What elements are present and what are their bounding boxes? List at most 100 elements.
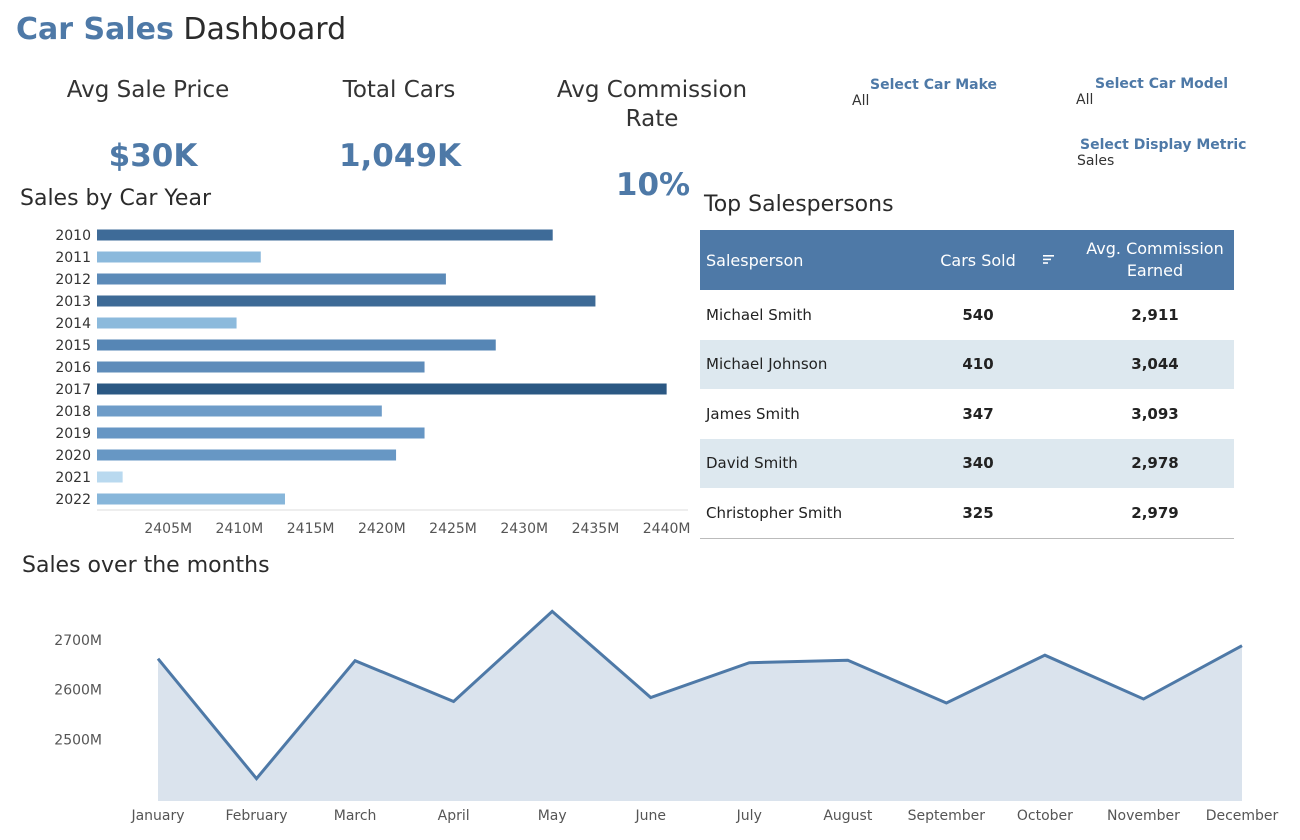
cars-sold: 340 <box>914 438 1042 488</box>
filter-car-model-value[interactable]: All <box>1076 92 1094 108</box>
filter-car-make[interactable]: Select Car Make All <box>852 77 997 109</box>
bar <box>97 383 667 395</box>
table-row[interactable]: Michael Smith 540 2,911 <box>700 290 1234 340</box>
area-x-tick-label: April <box>438 808 470 824</box>
bar-category-label: 2021 <box>55 470 91 486</box>
column-header-salesperson[interactable]: Salesperson <box>700 230 914 290</box>
column-header-cars-sold-label: Cars Sold <box>940 250 1016 270</box>
kpi-avg-commission-value: 10% <box>615 167 691 203</box>
area-x-tick-label: August <box>823 808 873 824</box>
bar-category-label: 2017 <box>55 382 91 398</box>
bar-category-label: 2018 <box>55 404 91 420</box>
area-x-tick-label: October <box>1017 808 1073 824</box>
bar-x-tick-label: 2415M <box>287 521 335 537</box>
area-x-tick-label: March <box>334 808 377 824</box>
area-y-tick-label: 2600M <box>54 683 102 699</box>
bar-category-label: 2022 <box>55 492 91 508</box>
cars-sold: 540 <box>962 305 994 324</box>
kpi-total-cars-label: Total Cars <box>342 77 456 103</box>
spacer-cell <box>1042 389 1076 439</box>
area-chart-title: Sales over the months <box>22 553 270 578</box>
filter-display-metric-label: Select Display Metric <box>1080 137 1247 153</box>
area-series-line <box>156 609 1243 781</box>
column-header-avg-commission-label: Avg. Commission Earned <box>1086 239 1224 280</box>
filter-car-model[interactable]: Select Car Model All <box>1076 76 1228 108</box>
area-x-tick-label: February <box>226 808 288 824</box>
area-x-tick-label: May <box>538 808 567 824</box>
area-y-tick-label: 2700M <box>54 633 102 649</box>
filter-car-make-value[interactable]: All <box>852 93 870 109</box>
kpi-avg-sale-price-label: Avg Sale Price <box>66 77 230 103</box>
bar <box>97 339 496 351</box>
filter-display-metric[interactable]: Select Display Metric Sales <box>1077 137 1246 169</box>
column-header-salesperson-label: Salesperson <box>706 250 804 270</box>
bar-x-tick-label: 2420M <box>358 521 406 537</box>
bar-x-tick-label: 2425M <box>429 521 477 537</box>
bar <box>97 229 553 241</box>
bar-category-label: 2011 <box>55 250 91 266</box>
bar <box>97 317 237 329</box>
filter-car-model-label: Select Car Model <box>1095 76 1229 92</box>
area-x-tick-label: January <box>130 808 184 824</box>
area-x-tick-label: November <box>1107 808 1180 824</box>
sort-button[interactable] <box>1042 230 1076 290</box>
area-fill <box>158 611 1242 801</box>
kpi-avg-commission-label: Avg Commission Rate <box>556 77 748 132</box>
bar-category-label: 2016 <box>55 360 91 376</box>
avg-commission: 3,093 <box>1131 404 1179 423</box>
bar-category-label: 2013 <box>55 294 91 310</box>
bar <box>97 361 425 373</box>
bar-x-tick-label: 2440M <box>643 521 691 537</box>
filter-display-metric-value[interactable]: Sales <box>1077 153 1115 169</box>
bar-x-tick-label: 2430M <box>500 521 548 537</box>
salespersons-table-wrap: Salesperson Cars Sold Avg. Commission Ea… <box>700 230 1234 539</box>
salesperson-name: David Smith <box>700 438 914 488</box>
bar-chart: 2010 2011 2012 2013 2014 2015 2016 2017 2018 2019… <box>55 228 691 537</box>
spacer-cell <box>1042 438 1076 488</box>
page-title-highlight: Car Sales <box>16 12 174 47</box>
table-row[interactable]: James Smith 347 3,093 <box>700 389 1234 439</box>
bar <box>97 405 382 417</box>
cars-sold: 325 <box>914 488 1042 539</box>
bar-x-tick-label: 2435M <box>572 521 620 537</box>
avg-commission: 2,979 <box>1076 488 1234 539</box>
bar-category-label: 2020 <box>55 448 91 464</box>
column-header-avg-commission[interactable]: Avg. Commission Earned <box>1076 230 1234 290</box>
bar-category-label: 2010 <box>55 228 91 244</box>
page-title: Car Sales Dashboard <box>16 12 346 47</box>
kpi-avg-sale-price-value: $30K <box>108 138 198 174</box>
kpi-total-cars-value: 1,049K <box>338 138 462 174</box>
avg-commission: 2,978 <box>1076 438 1234 488</box>
area-x-tick-label: December <box>1206 808 1279 824</box>
salespersons-title: Top Salespersons <box>704 192 894 217</box>
table-row[interactable]: Christopher Smith 325 2,979 <box>700 488 1234 539</box>
salesperson-name: Michael Johnson <box>700 339 914 389</box>
cars-sold: 347 <box>962 404 994 423</box>
bar <box>97 295 596 307</box>
area-y-tick-label: 2500M <box>54 732 102 748</box>
column-header-cars-sold[interactable]: Cars Sold <box>914 230 1042 290</box>
salesperson-name: Christopher Smith <box>700 488 914 539</box>
cars-sold: 410 <box>914 339 1042 389</box>
table-row[interactable]: David Smith 340 2,978 <box>700 438 1234 488</box>
avg-commission: 3,044 <box>1076 339 1234 389</box>
spacer-cell <box>1042 339 1076 389</box>
area-x-tick-label: September <box>908 808 986 824</box>
bar-x-tick-label: 2405M <box>144 521 192 537</box>
table-row[interactable]: Michael Johnson 410 3,044 <box>700 339 1234 389</box>
bar <box>97 471 123 483</box>
bar-chart-title-text: Sales by Car Year <box>20 186 211 211</box>
salesperson-name: James Smith <box>706 404 800 423</box>
bar-category-label: 2012 <box>55 272 91 288</box>
bar-category-label: 2015 <box>55 338 91 354</box>
salesperson-name: Michael Smith <box>706 305 812 324</box>
spacer-cell <box>1042 290 1076 340</box>
bar <box>97 493 285 505</box>
area-x-tick-label: July <box>736 808 762 824</box>
area-chart: 2500M 2600M 2700M January February March April… <box>54 609 1279 824</box>
area-x-tick-label: June <box>634 808 666 824</box>
bar <box>97 251 261 263</box>
salespersons-table: Salesperson Cars Sold Avg. Commission Ea… <box>700 230 1234 539</box>
sort-descending-icon[interactable] <box>1042 254 1056 266</box>
bar-chart-title: Sales by Car Year <box>20 186 211 211</box>
